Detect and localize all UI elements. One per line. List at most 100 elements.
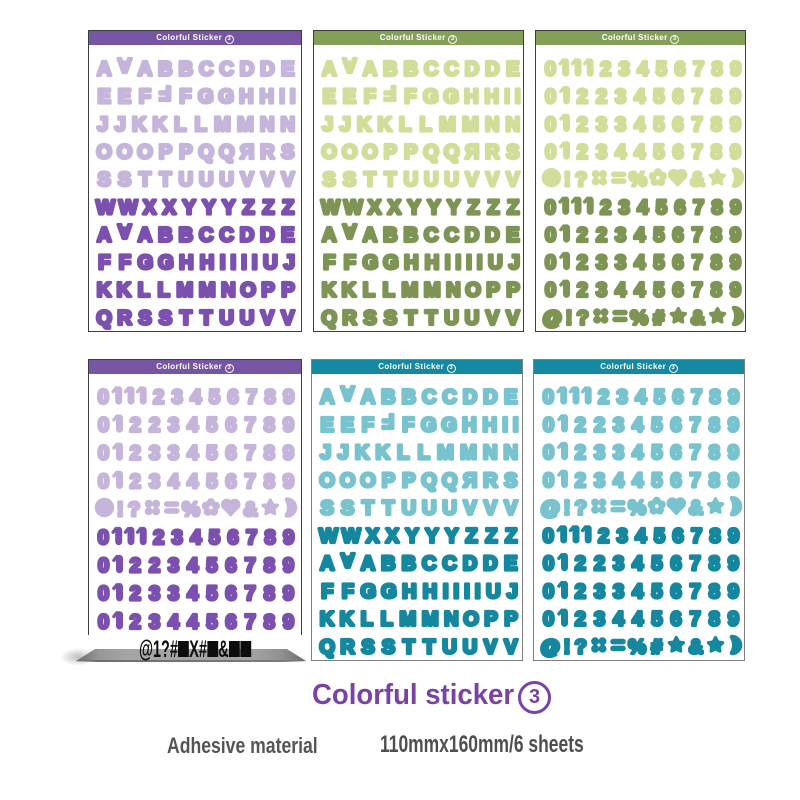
svg-text:3: 3	[613, 414, 624, 436]
svg-text:7: 7	[245, 443, 256, 465]
svg-text:I: I	[466, 252, 472, 274]
svg-text:R: R	[483, 470, 498, 492]
svg-text:3: 3	[613, 442, 624, 464]
svg-text:P: P	[159, 141, 172, 163]
svg-text:9: 9	[728, 442, 739, 464]
svg-text:Q: Q	[444, 141, 460, 163]
svg-text:4: 4	[635, 525, 647, 547]
svg-text:2: 2	[596, 224, 607, 246]
svg-text:8: 8	[711, 252, 722, 274]
svg-text:5: 5	[209, 387, 220, 409]
svg-text:C: C	[444, 224, 458, 246]
svg-text:A: A	[117, 220, 131, 242]
svg-text:T: T	[423, 636, 435, 658]
svg-text:5: 5	[206, 583, 217, 605]
svg-text:F: F	[342, 581, 354, 603]
svg-text:E: E	[118, 86, 131, 108]
svg-text:9: 9	[728, 581, 739, 603]
svg-text:E: E	[321, 414, 334, 436]
svg-text:Я: Я	[465, 141, 479, 163]
svg-text:6: 6	[674, 59, 685, 81]
svg-text:2: 2	[598, 387, 609, 409]
svg-text:R: R	[117, 307, 132, 329]
svg-text:V: V	[504, 636, 518, 658]
svg-text:7: 7	[245, 555, 256, 577]
svg-text:F: F	[344, 252, 356, 274]
svg-text:@: @	[543, 307, 563, 329]
svg-text:B: B	[402, 387, 416, 409]
svg-text:V: V	[281, 307, 295, 329]
svg-text:C: C	[199, 224, 213, 246]
svg-text:Y: Y	[405, 525, 419, 547]
svg-text:9: 9	[730, 86, 741, 108]
svg-text:T: T	[403, 636, 415, 658]
svg-text:J: J	[97, 114, 108, 136]
svg-text:J: J	[320, 442, 331, 464]
svg-text:D: D	[240, 59, 254, 81]
svg-text:A: A	[342, 54, 356, 76]
svg-text:4: 4	[632, 442, 644, 464]
svg-text:B: B	[179, 59, 193, 81]
svg-text:2: 2	[577, 86, 588, 108]
svg-text:0: 0	[543, 553, 554, 575]
svg-text:3: 3	[149, 611, 160, 633]
svg-text:A: A	[322, 59, 336, 81]
svg-text:6: 6	[672, 525, 683, 547]
svg-text:4: 4	[168, 611, 180, 633]
svg-text:2: 2	[149, 555, 160, 577]
svg-text:X: X	[386, 525, 400, 547]
svg-text:7: 7	[690, 553, 701, 575]
svg-text:8: 8	[711, 114, 722, 136]
svg-text:5: 5	[653, 252, 664, 274]
svg-text:3: 3	[596, 114, 607, 136]
svg-text:0: 0	[545, 86, 556, 108]
svg-text:U: U	[402, 498, 416, 520]
svg-text:U: U	[444, 169, 458, 191]
svg-text:#: #	[653, 307, 664, 329]
svg-text:3: 3	[594, 609, 605, 631]
svg-text:Z: Z	[487, 197, 499, 219]
svg-text:O: O	[117, 141, 133, 163]
svg-text:9: 9	[728, 470, 739, 492]
svg-text:A: A	[138, 59, 152, 81]
svg-text:5: 5	[653, 141, 664, 163]
svg-text:8: 8	[709, 414, 720, 436]
svg-text:M: M	[199, 280, 216, 302]
svg-text:N: N	[260, 114, 274, 136]
svg-text:K: K	[375, 442, 390, 464]
svg-text:@: @	[541, 498, 561, 520]
svg-text:?: ?	[575, 169, 587, 191]
svg-text:A: A	[138, 224, 152, 246]
svg-text:T: T	[139, 169, 151, 191]
svg-text:S: S	[341, 498, 354, 520]
svg-text:3: 3	[613, 553, 624, 575]
svg-text:3: 3	[615, 86, 626, 108]
svg-text:V: V	[486, 307, 500, 329]
svg-text:4: 4	[190, 527, 202, 549]
svg-text:I: I	[464, 581, 470, 603]
svg-text:E: E	[98, 86, 111, 108]
svg-text:W: W	[96, 197, 115, 219]
svg-text:K: K	[132, 114, 147, 136]
svg-text:8: 8	[264, 583, 275, 605]
svg-text:G: G	[363, 252, 379, 274]
svg-text:9: 9	[730, 252, 741, 274]
svg-text:B: B	[404, 59, 418, 81]
svg-text:&: &	[690, 169, 704, 191]
svg-text:E: E	[341, 414, 354, 436]
svg-text:X: X	[366, 525, 380, 547]
svg-text:F: F	[402, 414, 414, 436]
svg-text:7: 7	[245, 415, 256, 437]
svg-text:4: 4	[187, 555, 199, 577]
svg-text:4: 4	[634, 252, 646, 274]
svg-text:!: !	[564, 498, 571, 520]
svg-text:V: V	[504, 498, 518, 520]
svg-text:E: E	[281, 59, 294, 81]
svg-text:7: 7	[692, 224, 703, 246]
svg-text:7: 7	[245, 583, 256, 605]
svg-text:Z: Z	[485, 525, 497, 547]
svg-text:U: U	[444, 307, 458, 329]
svg-text:C: C	[219, 224, 233, 246]
svg-text:4: 4	[634, 114, 646, 136]
svg-text:F: F	[98, 252, 110, 274]
